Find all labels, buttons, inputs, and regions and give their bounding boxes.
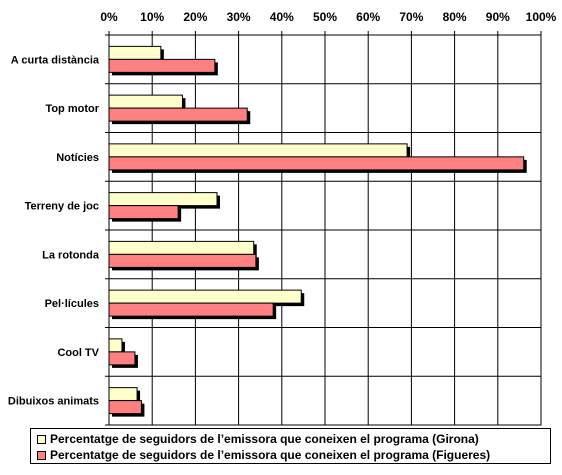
bar-girona [108, 338, 123, 353]
x-tick-label: 30% [227, 10, 251, 24]
category-label: Pel·lícules [45, 298, 99, 310]
bar-figueres [108, 400, 142, 415]
x-tick-label: 70% [399, 10, 423, 24]
category-label: Notícies [56, 152, 99, 164]
legend-label-girona: Percentatge de seguidors de l’emissora q… [50, 432, 479, 446]
bar-girona [108, 240, 255, 255]
bar-figueres [108, 58, 216, 73]
bar-girona [108, 94, 183, 109]
bar-girona [108, 45, 162, 60]
bar-girona [108, 387, 138, 402]
x-axis-tick-labels: 0% 10% 20% 30% 40% 50% 60% 70% 80% 90% 100% [100, 10, 556, 24]
legend-swatch-figueres [37, 450, 46, 460]
legend-item-girona: Percentatge de seguidors de l’emissora q… [37, 432, 479, 446]
bar-girona [108, 143, 408, 158]
legend-swatch-girona [37, 434, 46, 444]
bar-girona [108, 289, 302, 304]
bar-figueres [108, 351, 136, 366]
x-tick-label: 40% [270, 10, 294, 24]
x-tick-label: 0% [100, 10, 118, 24]
x-tick-label: 50% [313, 10, 337, 24]
bar-figueres [108, 253, 257, 268]
chart-legend: Percentatge de seguidors de l’emissora q… [30, 428, 551, 464]
x-tick-label: 60% [356, 10, 380, 24]
legend-item-figueres: Percentatge de seguidors de l’emissora q… [37, 448, 490, 462]
chart-gridlines [105, 31, 542, 426]
x-tick-label: 100% [526, 10, 557, 24]
category-label: Dibuixos animats [8, 396, 99, 408]
category-labels: A curta distància Top motor Notícies Terren… [8, 54, 100, 407]
bar-figueres [108, 302, 274, 317]
x-tick-label: 20% [183, 10, 207, 24]
category-label: La rotonda [42, 249, 100, 261]
legend-label-figueres: Percentatge de seguidors de l’emissora q… [50, 448, 491, 462]
x-tick-label: 90% [486, 10, 510, 24]
category-label: Top motor [45, 103, 99, 115]
bar-figueres [108, 205, 179, 220]
bar-girona [108, 192, 218, 207]
category-label: A curta distància [11, 54, 100, 66]
bar-figueres [108, 156, 525, 171]
category-label: Cool TV [57, 347, 99, 359]
category-label: Terreny de joc [25, 201, 99, 213]
x-tick-label: 10% [140, 10, 164, 24]
chart-bars [108, 45, 527, 417]
x-tick-label: 80% [443, 10, 467, 24]
bar-figueres [108, 107, 248, 122]
